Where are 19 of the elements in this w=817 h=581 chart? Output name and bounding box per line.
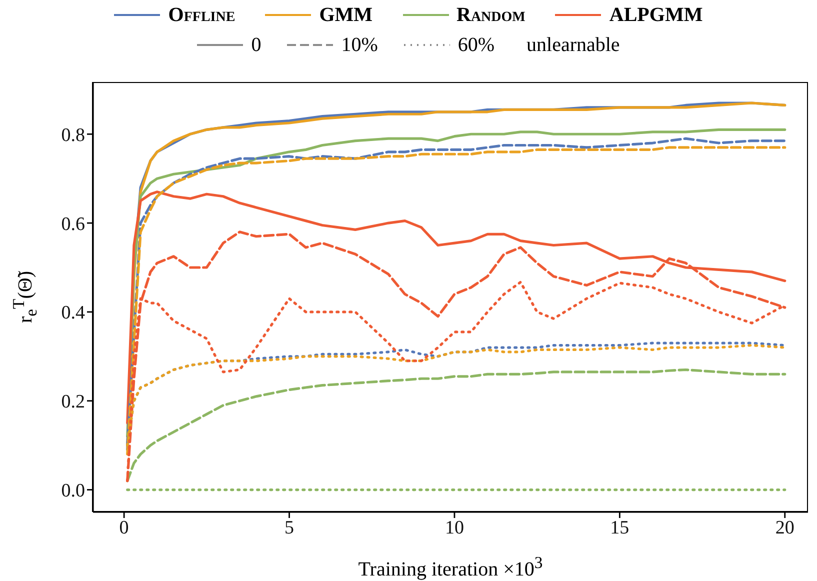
y-tick-label: 0.6: [61, 214, 85, 235]
legend-label: Random: [456, 4, 526, 26]
legend-title: unlearnable: [526, 34, 620, 56]
legend-label: ALPGMM: [609, 4, 703, 26]
y-tick-label: 0.2: [61, 392, 85, 413]
x-tick-label: 0: [119, 517, 129, 538]
legend-label: Offline: [168, 4, 236, 26]
text: 60%: [458, 34, 495, 56]
y-tick-label: 0.0: [61, 480, 85, 502]
x-tick-label: 5: [284, 517, 294, 538]
y-tick-label: 0.8: [61, 124, 85, 146]
text: 0: [251, 34, 262, 56]
text: 10%: [341, 34, 378, 56]
x-axis-title: Training iteration ×10$^{3}$: [357, 553, 544, 581]
legend-label: GMM: [319, 4, 372, 26]
x-tick-label: 15: [610, 517, 630, 538]
x-tick-label: 10: [444, 517, 464, 538]
y-tick-label: 0.4: [61, 302, 86, 324]
x-tick-label: 20: [775, 517, 794, 538]
